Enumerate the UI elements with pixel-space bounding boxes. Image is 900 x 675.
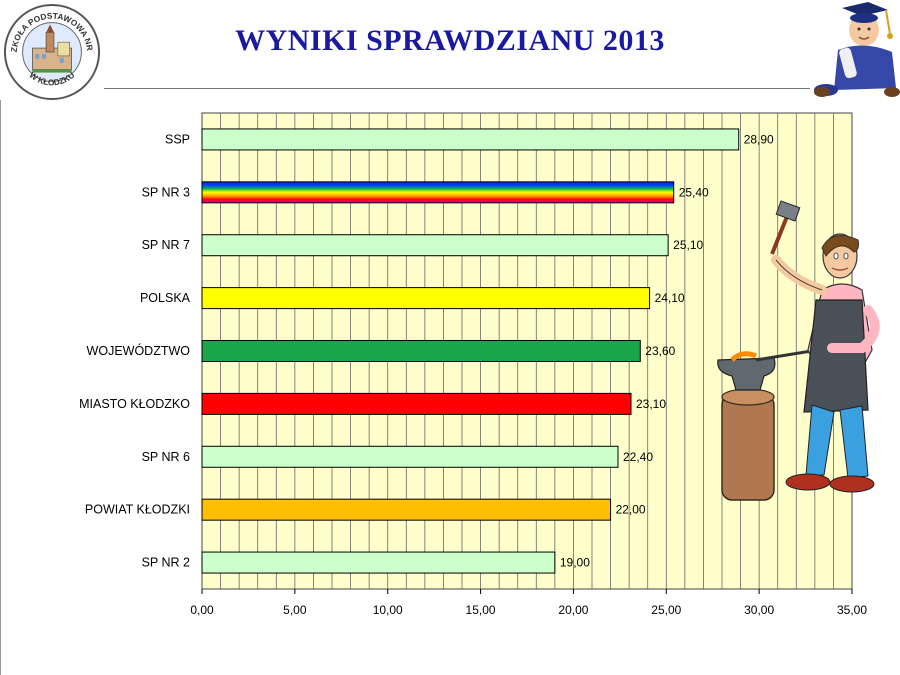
value-label: 25,40 <box>679 185 709 199</box>
value-label: 22,00 <box>616 503 646 517</box>
bar-2 <box>201 234 669 257</box>
bars <box>201 128 740 574</box>
category-labels: SSP SP NR 3 SP NR 7 POLSKA WOJEWÓDZTWO MIASTO… <box>79 132 191 569</box>
blacksmith-clipart <box>717 200 880 501</box>
category-label: SSP <box>165 132 190 146</box>
bar-8 <box>201 551 556 574</box>
bar-1 <box>201 181 675 204</box>
x-tick-label: 15,00 <box>466 603 496 617</box>
left-border <box>0 100 1 675</box>
value-label: 25,10 <box>673 238 703 252</box>
x-tick-label: 0,00 <box>190 603 214 617</box>
bar-6 <box>201 445 619 468</box>
category-label: POLSKA <box>140 291 191 305</box>
value-label: 23,10 <box>636 397 666 411</box>
x-tick-label: 10,00 <box>373 603 403 617</box>
header-divider <box>104 88 810 89</box>
x-tick-label: 35,00 <box>837 603 867 617</box>
x-tick-label: 25,00 <box>651 603 681 617</box>
bar-5 <box>201 392 632 415</box>
x-tick-label: 5,00 <box>283 603 307 617</box>
value-label: 23,60 <box>645 344 675 358</box>
school-logo: SZKOŁA PODSTAWOWA NR 3 W KŁODZKU <box>3 3 101 101</box>
bar-3 <box>201 287 651 310</box>
category-label: SP NR 7 <box>142 238 190 252</box>
graduate-clipart <box>814 2 900 97</box>
category-label: SP NR 3 <box>142 185 190 199</box>
x-axis-ticks: 0,00 5,00 10,00 15,00 20,00 25,00 30,00 35,00 <box>190 589 867 617</box>
category-label: MIASTO KŁODZKO <box>79 397 190 411</box>
value-labels: 28,90 25,40 25,10 24,10 23,60 23,10 22,40 22,00… <box>560 132 774 569</box>
value-label: 22,40 <box>623 450 653 464</box>
category-label: SP NR 2 <box>142 556 190 570</box>
value-label: 28,90 <box>744 132 774 146</box>
value-label: 19,00 <box>560 556 590 570</box>
logo-text-bottom: W KŁODZKU <box>28 70 77 88</box>
category-label: POWIAT KŁODZKI <box>85 503 190 517</box>
x-tick-label: 20,00 <box>558 603 588 617</box>
bar-7 <box>201 498 612 521</box>
value-label: 24,10 <box>655 291 685 305</box>
bar-4 <box>201 340 641 362</box>
svg-text:W KŁODZKU: W KŁODZKU <box>28 70 77 88</box>
x-tick-label: 30,00 <box>744 603 774 617</box>
category-label: SP NR 6 <box>142 450 190 464</box>
bar-0 <box>201 128 740 151</box>
page-title: WYNIKI SPRAWDZIANU 2013 <box>235 24 665 57</box>
category-label: WOJEWÓDZTWO <box>87 343 191 358</box>
